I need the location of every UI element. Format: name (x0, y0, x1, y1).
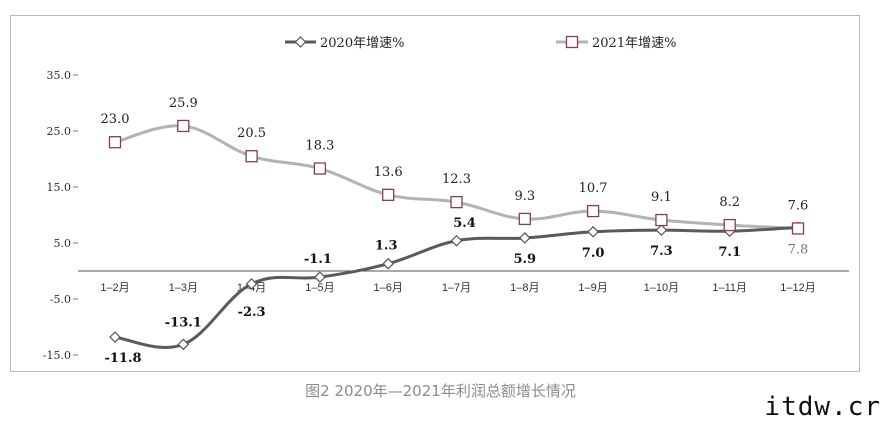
series-2020-data-label: -1.1 (304, 252, 332, 267)
series-2021-point (655, 213, 668, 227)
series-2020-point (382, 257, 395, 270)
series-2021-point (245, 150, 258, 163)
legend-2021-label: 2021年增速% (592, 36, 676, 51)
line-chart: 35.025.015.05.0-5.0-15.01–2月1–3月1–4月1–5月… (43, 35, 849, 366)
chart-frame: 35.025.015.05.0-5.0-15.01–2月1–3月1–4月1–5月… (10, 15, 860, 372)
x-tick-label: 1–7月 (442, 282, 471, 294)
series-2020-data-label: 1.3 (375, 239, 398, 254)
y-tick-label: 25.0 (47, 125, 72, 138)
y-tick-label: -15.0 (43, 349, 71, 362)
legend-2021-marker (565, 35, 579, 49)
series-2021-point (382, 188, 395, 201)
series-2020-data-label: 5.9 (513, 252, 536, 267)
series-2021-point (177, 119, 190, 133)
series-2020-data-label: 7.0 (582, 246, 605, 261)
y-tick-label: 5.0 (54, 237, 72, 250)
series-2020-data-label: -13.1 (165, 315, 202, 330)
series-2021-point (450, 195, 463, 209)
series-2021-data-label: 10.7 (579, 181, 608, 196)
series-2020-point (655, 224, 668, 236)
series-2020-data-label: -11.8 (104, 351, 141, 366)
series-2021-data-label: 23.0 (101, 112, 130, 127)
series-2020-point (109, 331, 121, 343)
series-2021-data-label: 25.9 (169, 96, 198, 111)
series-2021-data-label: 9.1 (651, 190, 672, 205)
series-2020-data-label: 7.3 (650, 244, 673, 259)
series-2021-data-label: 8.2 (719, 195, 740, 210)
series-2021-data-label: 9.3 (514, 189, 535, 204)
series-2021-point (518, 212, 531, 226)
y-tick-label: -5.0 (50, 293, 71, 306)
series-2020-point (245, 278, 258, 290)
legend-2020-label: 2020年增速% (320, 36, 404, 51)
x-tick-label: 1–10月 (644, 282, 679, 294)
series-2021-data-label: 18.3 (305, 139, 334, 154)
x-tick-label: 1–8月 (510, 282, 539, 294)
series-2020-point (587, 225, 599, 238)
series-2020-point (518, 232, 531, 244)
series-2021-data-label: 12.3 (442, 172, 471, 187)
y-tick-label: 35.0 (47, 69, 72, 82)
watermark: itdw.cr (764, 392, 881, 422)
series-2021-point (723, 218, 736, 232)
x-tick-label: 1–3月 (169, 282, 198, 294)
x-tick-label: 1–9月 (578, 282, 607, 294)
series-2020-data-label: -2.3 (238, 305, 266, 320)
y-tick-label: 15.0 (47, 181, 72, 194)
series-2020-point (177, 338, 190, 351)
series-2021-point (586, 204, 600, 218)
series-2020-data-label: 7.8 (788, 242, 809, 257)
series-2021-point (313, 162, 327, 175)
series-2021-data-label: 20.5 (237, 126, 266, 141)
x-tick-label: 1–11月 (712, 282, 747, 294)
x-tick-label: 1–2月 (100, 282, 129, 294)
legend-2020-marker (294, 36, 307, 48)
series-2021-point (791, 222, 805, 235)
series-2021-data-label: 13.6 (374, 165, 403, 180)
series-2020-point (450, 234, 463, 247)
series-2020-data-label: 5.4 (453, 216, 476, 231)
series-2020-data-label: 7.1 (718, 245, 741, 260)
figure-caption: 图2 2020年—2021年利润总额增长情况 (305, 382, 576, 400)
series-2021-point (108, 136, 122, 149)
x-tick-label: 1–12月 (780, 282, 815, 294)
x-tick-label: 1–5月 (305, 282, 334, 294)
series-2021-data-label: 7.6 (788, 198, 809, 213)
x-tick-label: 1–6月 (374, 282, 403, 294)
series-2020-point (314, 271, 326, 284)
